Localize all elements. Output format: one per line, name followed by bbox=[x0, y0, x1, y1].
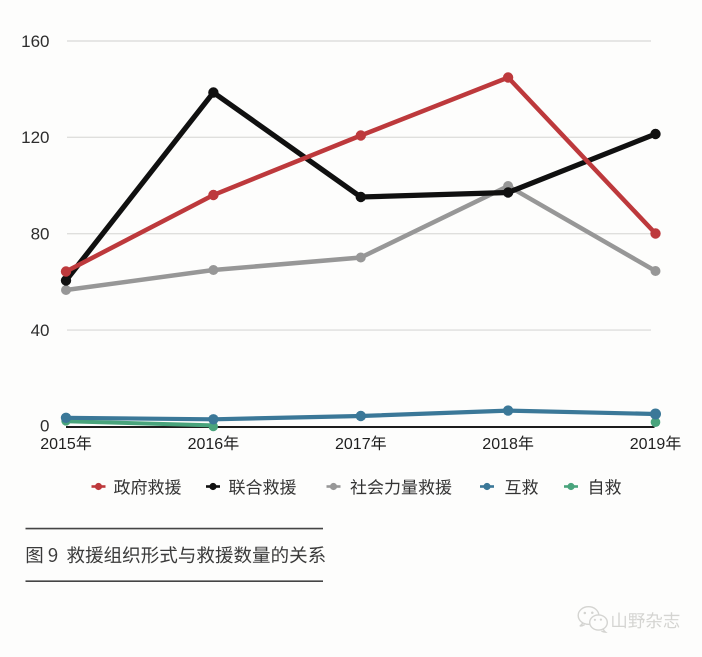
svg-text:80: 80 bbox=[31, 225, 50, 244]
svg-text:0: 0 bbox=[40, 416, 49, 435]
svg-text:2015: 2015 bbox=[40, 436, 76, 453]
svg-text:160: 160 bbox=[21, 32, 49, 51]
svg-text:2017: 2017 bbox=[335, 436, 371, 453]
svg-text:40: 40 bbox=[31, 321, 50, 340]
svg-text:2016: 2016 bbox=[188, 436, 224, 453]
svg-text:2019: 2019 bbox=[630, 436, 666, 453]
svg-text:120: 120 bbox=[21, 128, 49, 147]
svg-text:2018: 2018 bbox=[482, 436, 518, 453]
